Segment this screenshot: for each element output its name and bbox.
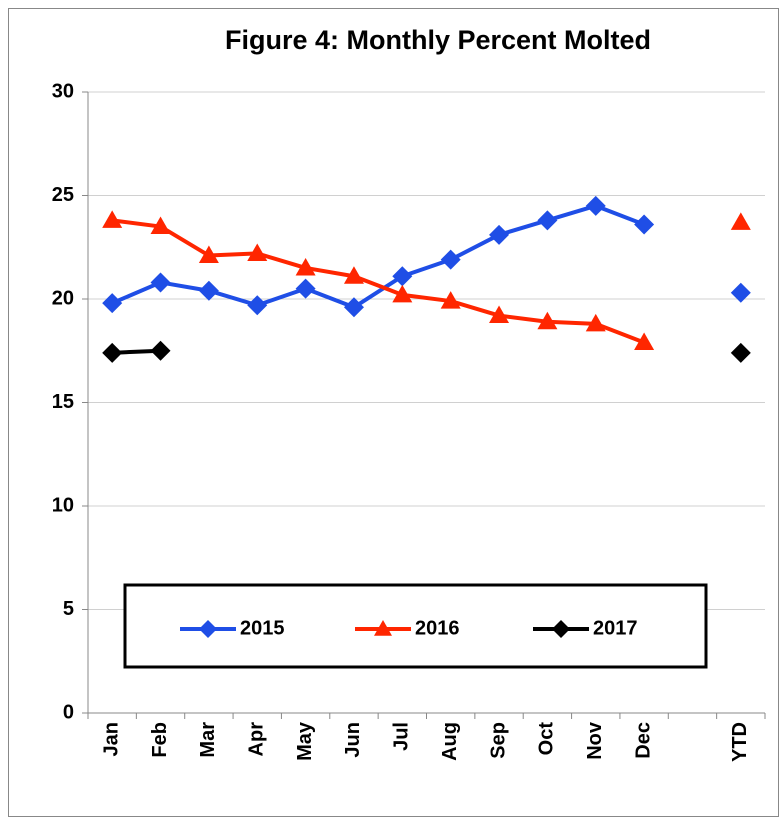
y-tick-label: 0 <box>63 701 74 723</box>
data-point <box>489 224 510 245</box>
x-tick-label: Jul <box>391 722 413 751</box>
x-tick-label: Jun <box>342 722 364 758</box>
data-point <box>730 212 751 230</box>
x-tick-label: May <box>294 721 316 761</box>
data-point <box>198 280 219 301</box>
legend-box <box>123 583 708 669</box>
y-tick-label: 30 <box>52 80 74 102</box>
y-tick-label: 20 <box>52 287 74 309</box>
data-point <box>537 311 558 330</box>
data-point <box>585 195 606 216</box>
y-tick-label: 25 <box>52 184 74 206</box>
data-point <box>489 305 510 324</box>
data-point <box>102 210 123 228</box>
data-point <box>295 257 316 276</box>
data-point <box>247 243 268 261</box>
legend-marker <box>552 620 570 638</box>
legend-marker <box>199 620 217 638</box>
data-point <box>634 214 655 235</box>
data-point <box>537 210 558 231</box>
data-point <box>247 295 268 316</box>
data-point <box>440 291 461 309</box>
x-tick-label: Mar <box>197 722 219 758</box>
chart-border <box>8 8 779 817</box>
x-tick-label: Apr <box>246 722 268 757</box>
data-point <box>343 297 364 318</box>
data-point <box>102 342 123 363</box>
x-tick-label: Dec <box>632 722 654 759</box>
legend-label: 2016 <box>415 617 460 639</box>
x-tick-label: YTD <box>729 722 751 762</box>
series-line <box>112 220 741 342</box>
y-tick-label: 5 <box>63 598 74 620</box>
x-tick-label: Oct <box>536 722 558 756</box>
y-tick-label: 10 <box>52 494 74 516</box>
x-tick-label: Aug <box>439 722 461 761</box>
data-point <box>634 332 655 350</box>
chart-title: Figure 4: Monthly Percent Molted <box>225 25 651 55</box>
x-tick-label: Sep <box>487 722 509 759</box>
data-point <box>150 216 171 235</box>
x-tick-label: Feb <box>149 722 171 758</box>
data-point <box>343 266 364 284</box>
data-point <box>150 340 171 361</box>
data-point <box>392 266 413 287</box>
legend-label: 2015 <box>240 617 285 639</box>
data-point <box>295 278 316 299</box>
legend-marker <box>374 620 392 636</box>
series-line <box>112 351 741 353</box>
data-point <box>150 272 171 293</box>
y-tick-label: 15 <box>52 391 74 413</box>
data-point <box>198 245 219 264</box>
data-point <box>440 249 461 270</box>
x-tick-label: Nov <box>584 721 606 760</box>
data-point <box>102 293 123 314</box>
legend-label: 2017 <box>593 617 638 639</box>
data-point <box>585 313 606 332</box>
data-point <box>730 282 751 303</box>
data-point <box>730 342 751 363</box>
data-point <box>392 284 413 303</box>
x-tick-label: Jan <box>100 722 122 756</box>
